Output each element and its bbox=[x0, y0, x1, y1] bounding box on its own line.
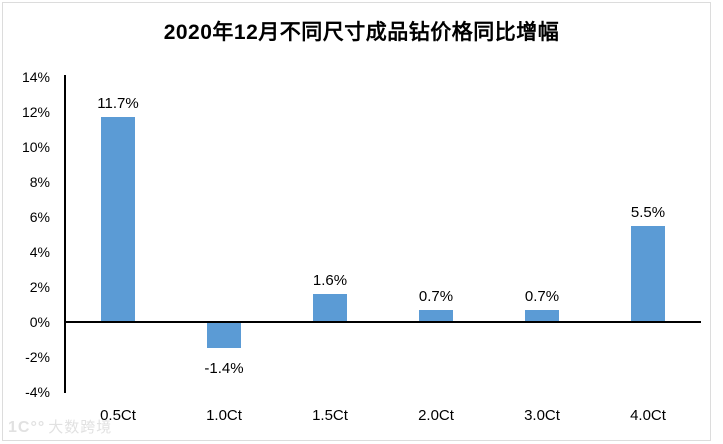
x-category-label: 2.0Ct bbox=[418, 407, 454, 424]
y-tick-label: -4% bbox=[25, 384, 50, 400]
bar-value-label: 0.7% bbox=[524, 287, 560, 305]
x-category-label: 0.5Ct bbox=[100, 407, 136, 424]
y-axis-line bbox=[64, 75, 66, 393]
bar-value-label: 1.6% bbox=[312, 272, 348, 289]
y-tick-label: 10% bbox=[21, 139, 50, 155]
x-category-label: 3.0Ct bbox=[524, 407, 560, 424]
y-tick-label: 0% bbox=[29, 314, 50, 330]
x-category-label: 4.0Ct bbox=[630, 407, 666, 424]
bar bbox=[313, 294, 347, 322]
watermark: 1C°° 大数跨境 bbox=[8, 416, 112, 437]
y-tick-label: 12% bbox=[21, 104, 50, 120]
y-tick-label: 14% bbox=[21, 69, 50, 85]
watermark-logo-icon: 1C°° bbox=[8, 419, 46, 436]
x-category-label: 1.0Ct bbox=[206, 407, 242, 424]
y-tick-label: 8% bbox=[29, 174, 50, 190]
y-tick-label: 4% bbox=[29, 244, 50, 260]
y-tick-label: -2% bbox=[25, 349, 50, 365]
bar bbox=[101, 117, 135, 322]
chart-title: 2020年12月不同尺寸成品钻价格同比增幅 bbox=[163, 21, 560, 44]
bar-value-label: 5.5% bbox=[630, 203, 666, 221]
bar-value-label: 0.7% bbox=[418, 287, 454, 305]
x-axis-zero-line bbox=[64, 321, 701, 323]
bar bbox=[525, 309, 559, 322]
watermark-text: 大数跨境 bbox=[48, 419, 113, 436]
bar bbox=[419, 309, 453, 322]
bar-value-label: 11.7% bbox=[97, 95, 139, 113]
y-tick-label: 6% bbox=[29, 209, 50, 225]
bar bbox=[207, 323, 241, 348]
x-category-label: 1.5Ct bbox=[312, 407, 348, 424]
bar bbox=[631, 225, 665, 322]
bar-value-label: -1.4% bbox=[204, 359, 244, 377]
y-tick-label: 2% bbox=[29, 279, 50, 295]
